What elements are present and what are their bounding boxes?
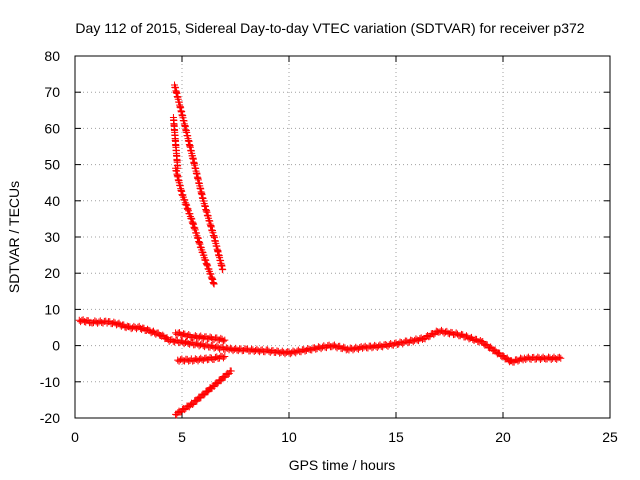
series-arc-lower-dip (174, 352, 229, 365)
chart-title: Day 112 of 2015, Sidereal Day-to-day VTE… (75, 20, 584, 36)
data-point (200, 391, 208, 399)
series-arc-steep-c (169, 114, 182, 172)
y-tick-label: 20 (44, 265, 60, 281)
data-point (219, 337, 227, 345)
axis-ticks: 0 5 10 15 20 25 -20 -10 0 10 20 30 40 50 60 70 80 (40, 48, 618, 445)
y-tick-label: 60 (44, 120, 60, 136)
data-point (189, 401, 197, 409)
series-arc-upper-dip (172, 329, 229, 345)
data-point (213, 380, 221, 388)
data-point (219, 266, 227, 274)
x-tick-label: 0 (71, 429, 79, 445)
x-tick-label: 20 (495, 429, 511, 445)
data-point (221, 336, 229, 344)
grid-lines (75, 56, 610, 418)
data-point (555, 353, 563, 361)
y-tick-label: 50 (44, 157, 60, 173)
series-arc-steep-b (172, 164, 218, 288)
y-tick-label: 80 (44, 48, 60, 64)
data-point (557, 354, 565, 362)
y-tick-label: 10 (44, 301, 60, 317)
x-tick-label: 15 (388, 429, 404, 445)
data-point (221, 352, 229, 360)
data-point (174, 164, 182, 172)
data-point (219, 354, 227, 362)
y-tick-label: 0 (52, 338, 60, 354)
data-points (75, 81, 565, 419)
y-tick-label: 70 (44, 84, 60, 100)
x-tick-label: 25 (602, 429, 618, 445)
data-point (430, 331, 438, 339)
data-point (499, 351, 507, 359)
y-tick-label: -10 (40, 374, 60, 390)
data-point (227, 367, 235, 375)
series-arc-steep-a (171, 81, 227, 274)
series-arc-main (75, 316, 565, 366)
data-point (487, 343, 495, 351)
y-tick-label: -20 (40, 410, 60, 426)
y-tick-label: 30 (44, 229, 60, 245)
y-axis-label: SDTVAR / TECUs (6, 181, 22, 293)
y-tick-label: 40 (44, 193, 60, 209)
data-point (210, 280, 218, 288)
series-arc-rising (172, 367, 235, 419)
x-tick-label: 5 (178, 429, 186, 445)
data-point (181, 406, 189, 414)
x-axis-label: GPS time / hours (289, 457, 396, 473)
x-tick-label: 10 (281, 429, 297, 445)
